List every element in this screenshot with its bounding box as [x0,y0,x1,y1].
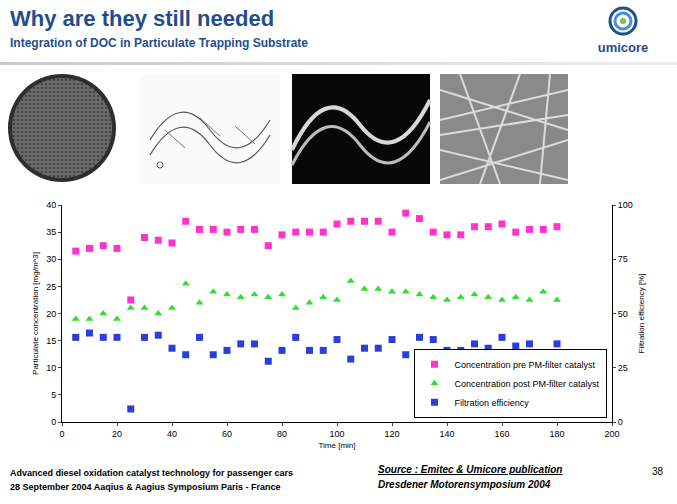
svg-text:60: 60 [222,429,232,439]
svg-text:5: 5 [51,390,56,400]
html-text:Dresdener Motorensymposium 200: Dresdener Motorensymposium 2004 [378,479,551,490]
svg-text:80: 80 [277,429,287,439]
svg-text:20: 20 [46,309,56,319]
svg-text:40: 40 [46,200,56,210]
svg-text:0: 0 [59,429,64,439]
svg-text:0: 0 [51,417,56,427]
svg-text:120: 120 [384,429,399,439]
svg-text:Filtration efficiency: Filtration efficiency [455,398,530,408]
svg-text:100: 100 [329,429,344,439]
html-text:28 September 2004 Aaqius & Aag: 28 September 2004 Aaqius & Aagius Sympos… [10,482,281,492]
svg-text:Filtration efficiency [%]: Filtration efficiency [%] [637,274,646,354]
svg-text:0: 0 [618,417,623,427]
svg-text:25: 25 [618,363,628,373]
svg-text:20: 20 [112,429,122,439]
svg-text:100: 100 [618,200,633,210]
svg-text:15: 15 [46,336,56,346]
svg-text:40: 40 [167,429,177,439]
svg-text:200: 200 [604,429,619,439]
svg-text:75: 75 [618,254,628,264]
svg-text:140: 140 [439,429,454,439]
html-text:Integration of DOC in Particul: Integration of DOC in Particulate Trappi… [10,36,308,50]
html-text:umicore: umicore [597,40,649,55]
svg-text:Concentration post PM-filter c: Concentration post PM-filter catalyst [455,379,600,389]
svg-text:160: 160 [494,429,509,439]
svg-text:Concentration pre PM-filter ca: Concentration pre PM-filter catalyst [455,360,596,370]
svg-text:Time [min]: Time [min] [318,441,355,450]
svg-text:Particulate concentration [mg/: Particulate concentration [mg/m^3] [31,252,40,375]
svg-text:50: 50 [618,309,628,319]
html-text:Advanced diesel oxidation cata: Advanced diesel oxidation catalyst techn… [10,468,294,478]
html-text:38: 38 [651,466,663,477]
svg-text:10: 10 [46,363,56,373]
svg-text:180: 180 [549,429,564,439]
html-text:Source : Emitec & Umicore publ: Source : Emitec & Umicore publication [378,464,563,475]
svg-text:35: 35 [46,227,56,237]
html-text:Why are they still needed: Why are they still needed [10,6,275,31]
svg-text:30: 30 [46,254,56,264]
svg-text:25: 25 [46,282,56,292]
